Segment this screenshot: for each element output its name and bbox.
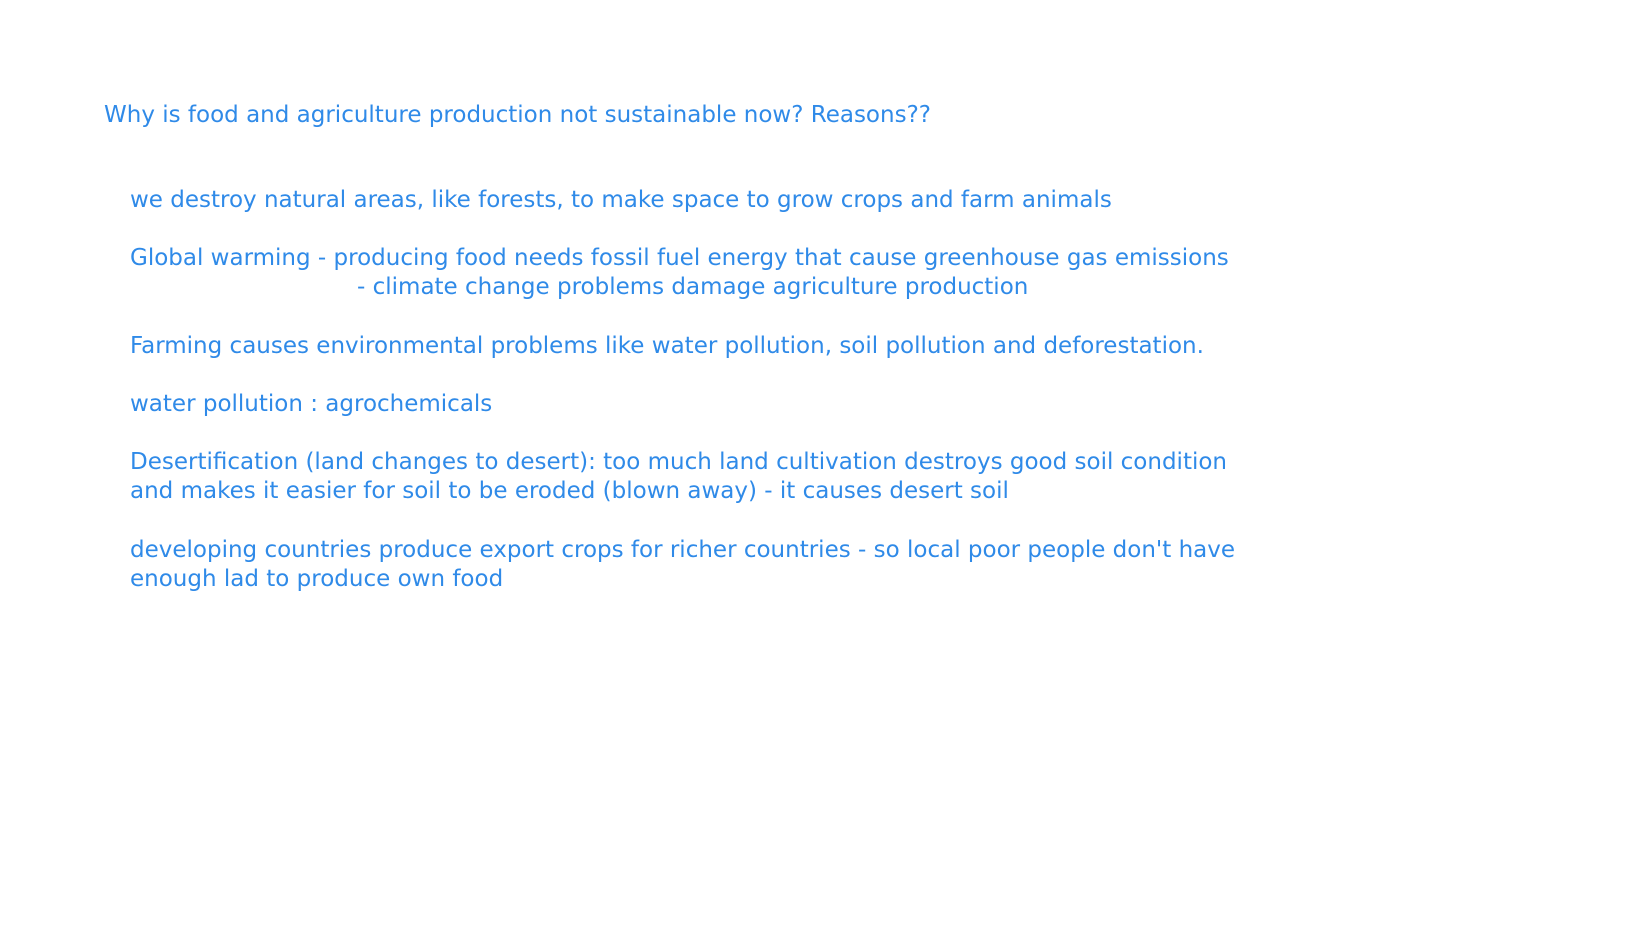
point-global-warming: Global warming - producing food needs fo…: [130, 244, 1229, 302]
point-export-crops: developing countries produce export crop…: [130, 536, 1235, 594]
point-text-continued: enough lad to produce own food: [130, 566, 504, 592]
point-desertification: Desertification (land changes to desert)…: [130, 448, 1227, 506]
point-text: Desertification (land changes to desert)…: [130, 449, 1228, 475]
point-text-continued: and makes it easier for soil to be erode…: [130, 478, 1009, 504]
point-subtext: - climate change problems damage agricul…: [357, 274, 1029, 300]
point-text: developing countries produce export crop…: [130, 537, 1236, 563]
slide-title: Why is food and agriculture production n…: [104, 102, 931, 128]
point-text: we destroy natural areas, like forests, …: [130, 187, 1112, 213]
point-environmental-problems: Farming causes environmental problems li…: [130, 332, 1204, 361]
point-text: water pollution : agrochemicals: [130, 391, 493, 417]
point-text: Global warming - producing food needs fo…: [130, 245, 1229, 271]
point-text: Farming causes environmental problems li…: [130, 333, 1204, 359]
point-natural-areas: we destroy natural areas, like forests, …: [130, 186, 1112, 215]
point-water-pollution: water pollution : agrochemicals: [130, 390, 492, 419]
